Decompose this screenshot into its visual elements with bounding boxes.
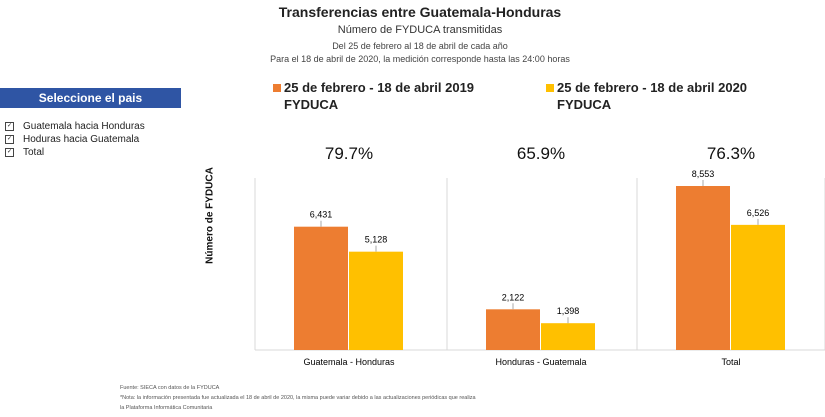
filter-label: Total — [23, 147, 45, 158]
legend-label: FYDUCA — [557, 97, 612, 112]
bar-0-2 — [676, 186, 730, 350]
data-label: 6,526 — [747, 208, 770, 218]
legend-2020: 25 de febrero - 18 de abril 2020 FYDUCA — [546, 79, 747, 113]
filter-item-guatemala-honduras[interactable]: ✓ Guatemala hacia Honduras — [0, 120, 181, 133]
data-label: 6,431 — [310, 210, 333, 220]
footnote-note-cont: la Plataforma Informática Comunitaria — [120, 405, 213, 411]
data-label: 8,553 — [692, 169, 715, 179]
ratio-label: 79.7% — [325, 144, 373, 163]
x-tick-label: Honduras - Guatemala — [495, 357, 586, 367]
legend-swatch-2020 — [546, 84, 554, 92]
x-tick-label: Total — [721, 357, 740, 367]
chart-subtitle-dates: Del 25 de febrero al 18 de abril de cada… — [332, 41, 508, 51]
legend-swatch-2019 — [273, 84, 281, 92]
filter-label: Guatemala hacia Honduras — [23, 121, 145, 132]
checkbox[interactable]: ✓ — [5, 135, 14, 144]
bar-1-1 — [541, 323, 595, 350]
bar-0-0 — [294, 226, 348, 350]
bar-1-0 — [349, 251, 403, 350]
checkbox[interactable]: ✓ — [5, 122, 14, 131]
chart-title: Transferencias entre Guatemala-Honduras — [278, 4, 562, 20]
legend-label: FYDUCA — [284, 97, 339, 112]
country-filter-panel: Seleccione el pais ✓ Guatemala hacia Hond… — [0, 88, 181, 170]
bar-0-1 — [486, 309, 540, 350]
legend-label: 25 de febrero - 18 de abril 2020 — [557, 80, 748, 95]
filter-label: Hoduras hacia Guatemala — [23, 134, 140, 145]
legend-label: 25 de febrero - 18 de abril 2019 — [284, 80, 475, 95]
filter-item-total[interactable]: ✓ Total — [0, 146, 181, 159]
chart-subtitle: Número de FYDUCA transmitidas — [337, 24, 503, 36]
footnote-note: *Nota: la información presentada fue act… — [120, 395, 476, 401]
x-tick-label: Guatemala - Honduras — [303, 357, 395, 367]
footnote-source: Fuente: SIECA con datos de la FYDUCA — [120, 385, 220, 391]
ratio-label: 65.9% — [517, 144, 565, 163]
bar-1-2 — [731, 224, 785, 350]
data-label: 5,128 — [365, 235, 388, 245]
data-label: 1,398 — [557, 306, 580, 316]
data-label: 2,122 — [502, 292, 525, 302]
chart-subtitle-note: Para el 18 de abril de 2020, la medición… — [270, 54, 570, 64]
ratio-label: 76.3% — [707, 144, 755, 163]
checkbox[interactable]: ✓ — [5, 148, 14, 157]
legend-2019: 25 de febrero - 18 de abril 2019 FYDUCA — [273, 79, 474, 113]
filter-item-honduras-guatemala[interactable]: ✓ Hoduras hacia Guatemala — [0, 133, 181, 146]
filter-title: Seleccione el pais — [0, 88, 181, 108]
